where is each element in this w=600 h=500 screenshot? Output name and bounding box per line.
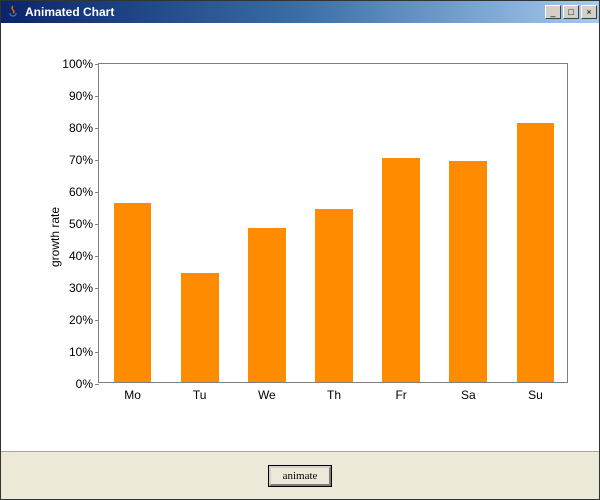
bar — [248, 228, 286, 382]
bar — [382, 158, 420, 382]
xtick-label: Sa — [461, 388, 476, 402]
bar — [517, 123, 555, 382]
xtick-label: Su — [528, 388, 543, 402]
window-controls: _ □ × — [545, 5, 597, 19]
ytick-mark — [95, 224, 99, 225]
ytick-mark — [95, 288, 99, 289]
xtick-label: We — [258, 388, 276, 402]
ytick-label: 10% — [69, 345, 93, 359]
maximize-icon: □ — [568, 7, 573, 17]
ytick-mark — [95, 160, 99, 161]
ytick-mark — [95, 128, 99, 129]
ytick-label: 0% — [76, 377, 93, 391]
chart-area: growth rate www.java2s.com 0%10%20%30%40… — [1, 23, 599, 451]
content-pane: growth rate www.java2s.com 0%10%20%30%40… — [1, 23, 599, 451]
ytick-mark — [95, 352, 99, 353]
window-title: Animated Chart — [25, 5, 545, 19]
ytick-mark — [95, 96, 99, 97]
y-axis-label: growth rate — [48, 207, 62, 267]
minimize-icon: _ — [550, 7, 555, 17]
minimize-button[interactable]: _ — [545, 5, 561, 19]
animate-button[interactable]: animate — [269, 466, 332, 486]
ytick-label: 40% — [69, 249, 93, 263]
xtick-label: Th — [327, 388, 341, 402]
maximize-button[interactable]: □ — [563, 5, 579, 19]
bar — [114, 203, 152, 382]
ytick-mark — [95, 320, 99, 321]
ytick-label: 60% — [69, 185, 93, 199]
ytick-mark — [95, 256, 99, 257]
bar — [315, 209, 353, 382]
xtick-label: Tu — [193, 388, 207, 402]
close-icon: × — [586, 7, 591, 17]
ytick-label: 70% — [69, 153, 93, 167]
ytick-label: 80% — [69, 121, 93, 135]
ytick-label: 100% — [62, 57, 93, 71]
plot-area: 0%10%20%30%40%50%60%70%80%90%100%MoTuWeT… — [98, 63, 568, 383]
titlebar: Animated Chart _ □ × — [1, 1, 599, 23]
java-icon — [5, 4, 21, 20]
app-window: Animated Chart _ □ × growth rate www.jav… — [0, 0, 600, 500]
ytick-label: 50% — [69, 217, 93, 231]
ytick-mark — [95, 384, 99, 385]
bar — [449, 161, 487, 382]
ytick-label: 30% — [69, 281, 93, 295]
close-button[interactable]: × — [581, 5, 597, 19]
ytick-mark — [95, 192, 99, 193]
ytick-label: 20% — [69, 313, 93, 327]
xtick-label: Fr — [395, 388, 406, 402]
ytick-mark — [95, 64, 99, 65]
bar — [181, 273, 219, 382]
bottom-bar: animate — [1, 451, 599, 499]
xtick-label: Mo — [124, 388, 141, 402]
ytick-label: 90% — [69, 89, 93, 103]
